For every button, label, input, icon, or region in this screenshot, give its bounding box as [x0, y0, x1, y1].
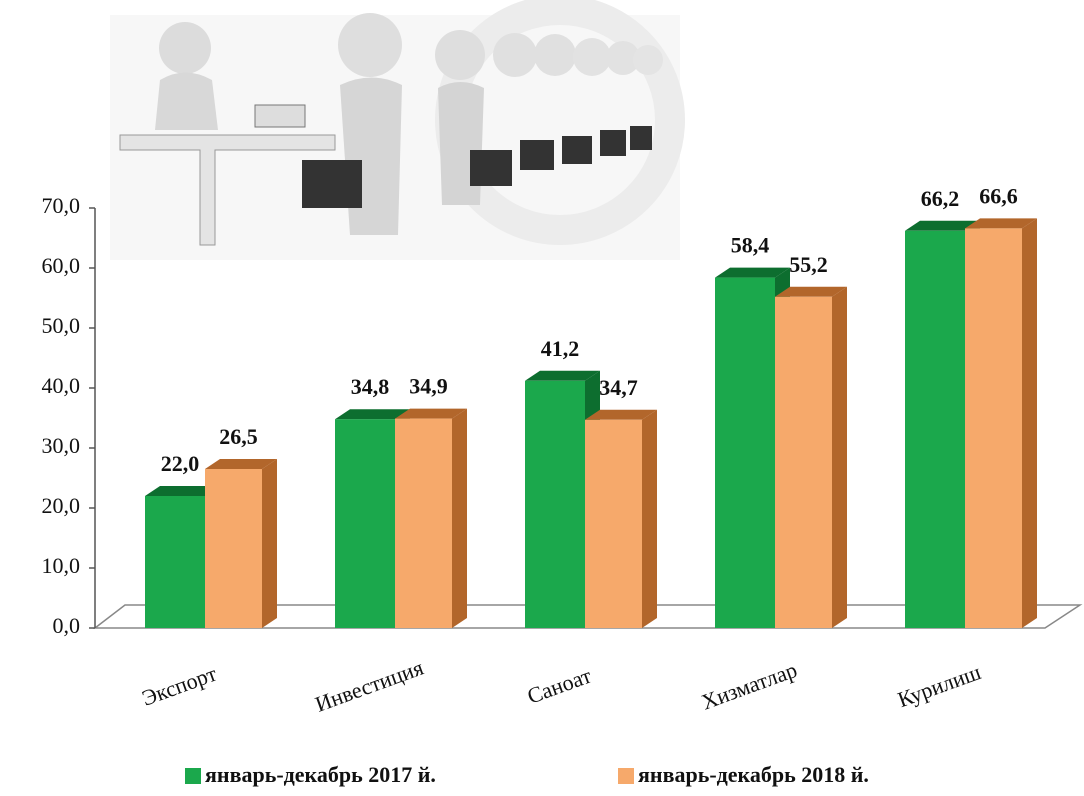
bar	[205, 469, 262, 628]
x-tick-label: Хизматлар	[698, 657, 800, 715]
briefcase	[520, 140, 554, 170]
x-tick-label: Саноат	[524, 663, 595, 709]
bar	[395, 418, 452, 628]
briefcase	[630, 126, 652, 150]
value-label: 41,2	[541, 336, 580, 361]
y-tick-label: 40,0	[42, 373, 81, 398]
value-label: 22,0	[161, 451, 200, 476]
illustration	[110, 0, 685, 260]
bar	[715, 277, 775, 628]
value-label: 34,8	[351, 374, 390, 399]
legend-label: январь-декабрь 2017 й.	[205, 762, 436, 787]
legend-swatch	[618, 768, 634, 784]
person-head	[159, 22, 211, 74]
bar	[145, 496, 205, 628]
y-tick-label: 20,0	[42, 493, 81, 518]
briefcase	[562, 136, 592, 164]
bar-top	[965, 218, 1037, 229]
desk	[119, 134, 336, 246]
x-tick-label: Экспорт	[138, 661, 220, 711]
bar-top	[335, 409, 410, 420]
y-tick-label: 50,0	[42, 313, 81, 338]
bar	[335, 419, 395, 628]
y-tick-label: 10,0	[42, 553, 81, 578]
x-tick-label: Курилиш	[894, 659, 984, 712]
bar	[525, 380, 585, 628]
y-tick-label: 30,0	[42, 433, 81, 458]
person-head	[493, 33, 537, 77]
bar-top	[525, 370, 600, 381]
y-tick-label: 60,0	[42, 253, 81, 278]
person-body	[340, 77, 402, 235]
person-body	[155, 72, 218, 130]
value-label: 55,2	[789, 252, 828, 277]
y-tick-label: 70,0	[42, 193, 81, 218]
bar-top	[715, 267, 790, 278]
bar-side	[262, 459, 277, 628]
bar-top	[395, 408, 467, 419]
person-head	[573, 38, 611, 76]
person-head	[338, 13, 402, 77]
briefcase	[302, 160, 362, 208]
x-tick-label: Инвестиция	[312, 655, 427, 717]
bar	[965, 228, 1022, 628]
bar	[585, 419, 642, 628]
person-head	[534, 34, 576, 76]
bar-side	[642, 409, 657, 628]
nameplate	[254, 104, 306, 128]
briefcase	[600, 130, 626, 156]
bar-top	[585, 409, 657, 420]
bar-top	[205, 459, 277, 469]
y-tick-label: 0,0	[53, 613, 81, 638]
bar-side	[832, 286, 847, 628]
bar-top	[775, 286, 847, 297]
value-label: 34,7	[599, 375, 638, 400]
value-label: 66,2	[921, 186, 960, 211]
person-head	[633, 45, 663, 75]
person-head	[606, 41, 640, 75]
value-label: 26,5	[219, 424, 258, 449]
briefcase	[470, 150, 512, 186]
bar-side	[452, 408, 467, 628]
legend-label: январь-декабрь 2018 й.	[638, 762, 869, 787]
value-label: 66,6	[979, 183, 1018, 208]
bar-top	[905, 220, 980, 231]
legend-swatch	[185, 768, 201, 784]
person-head	[435, 30, 485, 80]
bar-top	[145, 486, 220, 496]
bar	[775, 296, 832, 628]
bar-side	[1022, 218, 1037, 628]
value-label: 58,4	[731, 233, 770, 258]
value-label: 34,9	[409, 374, 448, 399]
bar	[905, 230, 965, 629]
person-body	[438, 82, 484, 205]
